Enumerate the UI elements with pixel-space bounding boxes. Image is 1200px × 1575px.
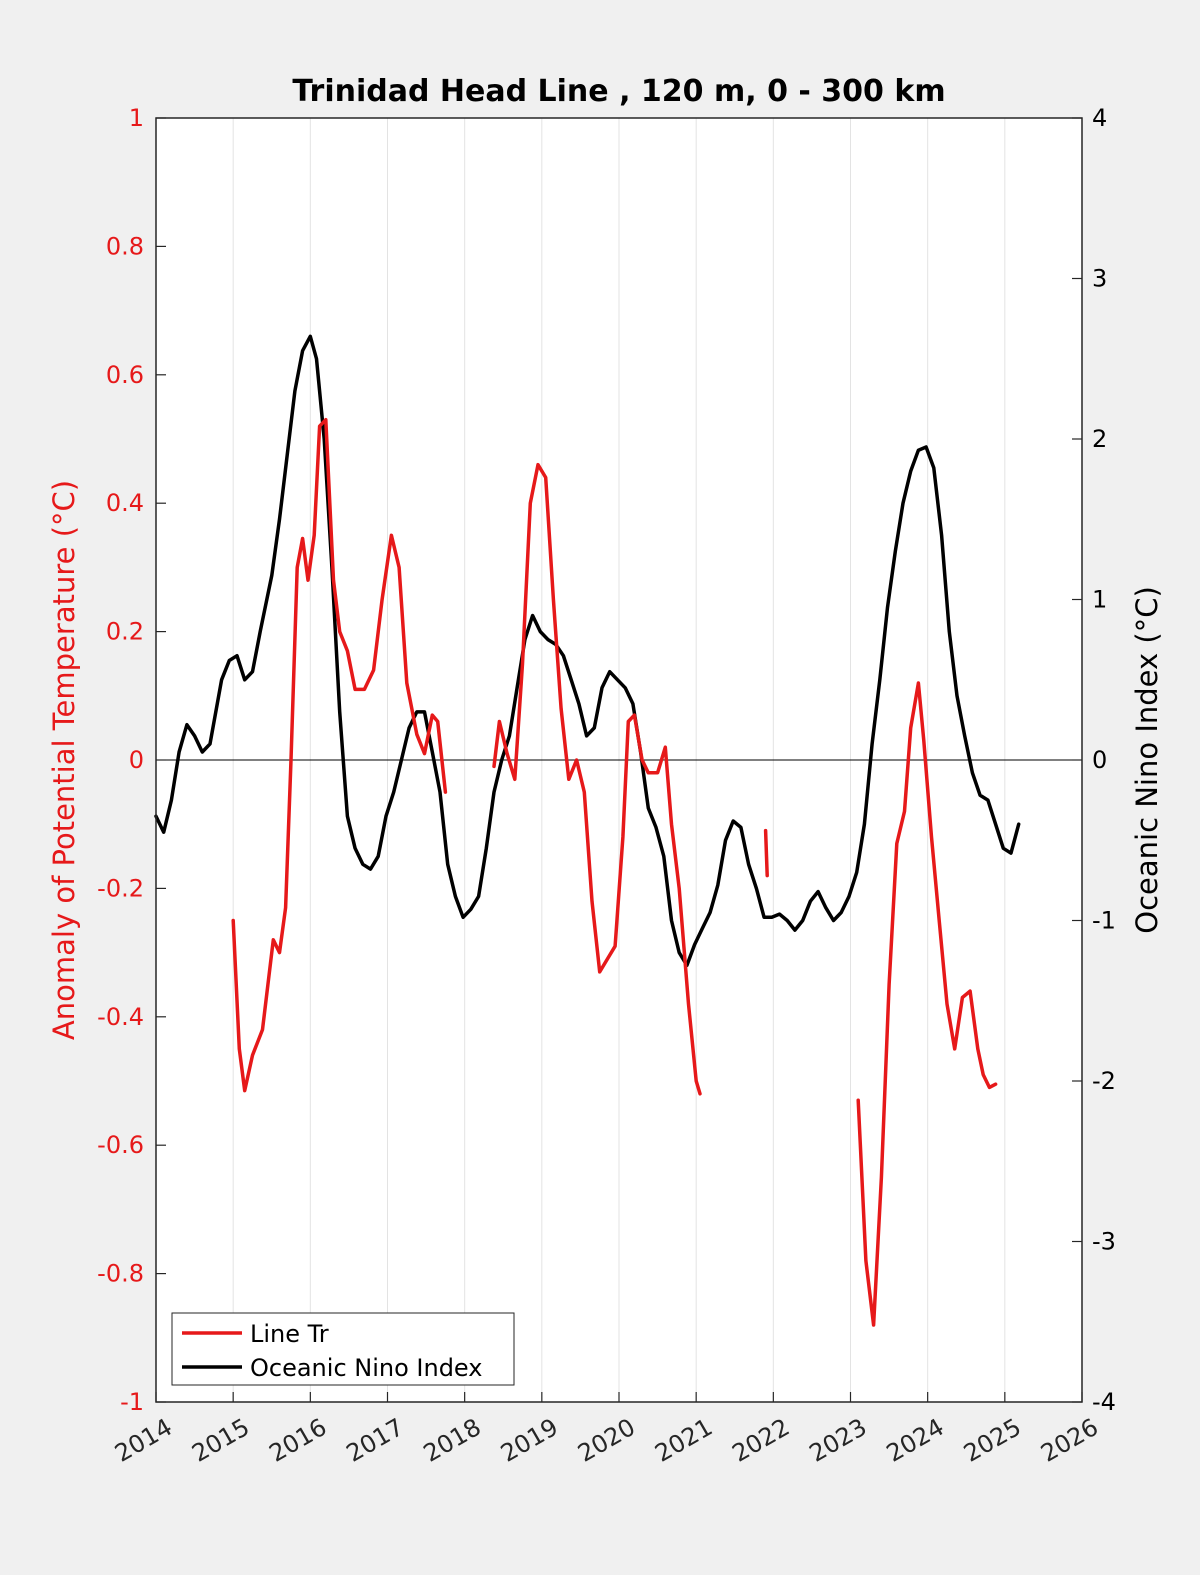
right-tick-label: -3 (1092, 1228, 1116, 1256)
left-axis: 1 0.8 0.6 0.4 0.2 0 -0.2 -0.4 -0.6 -0.8 -1 (97, 104, 166, 1416)
left-tick-label: -0.8 (97, 1260, 144, 1288)
left-tick-label: 0.2 (106, 618, 144, 646)
series-oceanic-nino-index-segment-0 (154, 334, 1021, 968)
left-tick-label: 1 (129, 104, 144, 132)
chart-title: Trinidad Head Line , 120 m, 0 - 300 km (292, 74, 945, 109)
legend-box (171, 1312, 515, 1386)
left-tick-label: -1 (120, 1388, 144, 1416)
legend: Line Tr Oceanic Nino Index (171, 1312, 515, 1386)
series-line-tr-segment-3 (856, 681, 998, 1327)
series-line-tr-segment-2 (763, 828, 769, 878)
right-tick-label: -4 (1092, 1388, 1116, 1416)
right-tick-label: 1 (1092, 586, 1107, 614)
right-tick-label: 4 (1092, 104, 1107, 132)
right-tick-label: -1 (1092, 907, 1116, 935)
left-tick-label: -0.2 (97, 874, 144, 902)
left-tick-label: 0.8 (106, 232, 144, 260)
left-tick-label: -0.6 (97, 1131, 144, 1159)
series-line-tr-segment-1 (492, 462, 702, 1096)
right-tick-label: 0 (1092, 746, 1107, 774)
right-axis-label: Oceanic Nino Index (°C) (1130, 586, 1164, 934)
left-tick-label: 0.4 (106, 489, 144, 517)
left-tick-label: 0.6 (106, 361, 144, 389)
series-layer (154, 334, 1021, 1327)
right-tick-label: 3 (1092, 265, 1107, 293)
right-tick-label: 2 (1092, 425, 1107, 453)
left-axis-label: Anomaly of Potential Temperature (°C) (47, 480, 81, 1040)
series-line-tr-segment-0 (231, 417, 448, 1093)
legend-label-oni: Oceanic Nino Index (250, 1354, 482, 1382)
right-axis: 4 3 2 1 0 -1 -2 -3 -4 (1072, 104, 1116, 1416)
left-tick-label: -0.4 (97, 1003, 144, 1031)
right-tick-label: -2 (1092, 1067, 1116, 1095)
left-tick-label: 0 (129, 746, 144, 774)
legend-label-line-tr: Line Tr (250, 1320, 329, 1348)
